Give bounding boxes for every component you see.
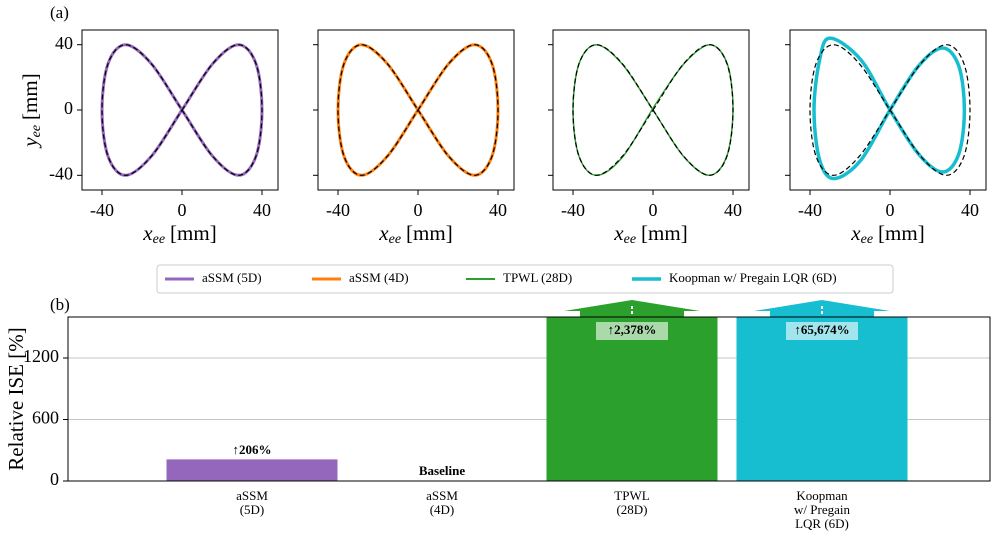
x-tick-label: TPWL (28D) <box>614 488 649 517</box>
x-tick-label: 40 <box>489 200 507 220</box>
x-tick-line: aSSM <box>236 488 268 503</box>
y-tick-label: -40 <box>49 163 73 183</box>
x-tick-label: 40 <box>961 200 979 220</box>
axis-symbol: x <box>378 221 389 245</box>
x-tick-label: 40 <box>724 200 742 220</box>
y-tick-label: 600 <box>32 408 59 428</box>
x-tick-line: (28D) <box>616 502 647 517</box>
x-tick-label: aSSM (5D) <box>236 488 268 517</box>
axis-unit: [mm] <box>641 221 688 245</box>
legend-label: Koopman w/ Pregain LQR (6D) <box>669 270 837 285</box>
axis-label: xee [mm] <box>850 221 924 247</box>
axis-subscript: ee <box>29 125 44 137</box>
x-tick-label: 0 <box>178 200 187 220</box>
x-tick-label: aSSM (4D) <box>426 488 458 517</box>
value-label-bg <box>596 322 668 340</box>
x-tick-line: (5D) <box>240 502 265 517</box>
y-tick-label: 0 <box>64 98 73 118</box>
panel-label: (b) <box>50 295 70 314</box>
axis-unit: [mm] <box>406 221 453 245</box>
axis-subscript: ee <box>624 232 636 247</box>
axis-subscript: ee <box>861 232 873 247</box>
value-label: Baseline <box>419 463 465 478</box>
y-tick-label: 0 <box>50 469 59 489</box>
axis-label: xee [mm] <box>613 221 687 247</box>
x-tick-label: 0 <box>649 200 658 220</box>
reference-trajectory <box>337 44 499 176</box>
x-tick-label: Koopman w/ Pregain LQR (6D) <box>794 488 850 531</box>
axis-unit: [mm] <box>170 221 217 245</box>
axis-subscript: ee <box>389 232 401 247</box>
y-axis-label: Relative ISE [%] <box>4 327 28 470</box>
y-tick-label: 1200 <box>23 346 59 366</box>
bar <box>166 459 338 481</box>
x-tick-line: (4D) <box>430 502 455 517</box>
x-tick-label: 0 <box>886 200 895 220</box>
legend-label: TPWL (28D) <box>503 270 572 285</box>
x-tick-line: LQR (6D) <box>795 516 849 531</box>
legend-label: aSSM (4D) <box>349 270 409 285</box>
x-tick-line: TPWL <box>614 488 649 503</box>
axes-frame <box>317 29 515 191</box>
axis-unit: [mm] <box>878 221 925 245</box>
x-tick-label: 40 <box>253 200 271 220</box>
axes-frame <box>552 29 750 191</box>
value-label: ↑65,674% <box>794 322 849 337</box>
trajectory <box>812 36 967 181</box>
panel-label: (a) <box>50 3 69 22</box>
x-tick-line: w/ Pregain <box>794 502 850 517</box>
axes-frame <box>81 29 279 191</box>
axes-frame <box>789 29 987 191</box>
axis-symbol: x <box>613 221 624 245</box>
bars <box>166 317 908 481</box>
axis-symbol: y <box>18 137 42 149</box>
axis-symbol: x <box>142 221 153 245</box>
reference-trajectory <box>101 44 263 176</box>
legend-box <box>156 264 894 294</box>
axis-subscript: ee <box>153 232 165 247</box>
y-tick-label: 40 <box>55 33 73 53</box>
x-tick-label: -40 <box>798 200 822 220</box>
axis-label: yee [mm] <box>18 73 44 148</box>
axis-label: xee [mm] <box>378 221 452 247</box>
bar <box>546 317 718 481</box>
bar <box>736 317 908 481</box>
reference-trajectory <box>809 44 971 176</box>
value-label: ↑2,378% <box>608 322 657 337</box>
x-tick-label: -40 <box>326 200 350 220</box>
axis-label: xee [mm] <box>142 221 216 247</box>
x-tick-label: -40 <box>561 200 585 220</box>
x-tick-label: 0 <box>414 200 423 220</box>
axis-symbol: x <box>850 221 861 245</box>
x-tick-line: aSSM <box>426 488 458 503</box>
x-tick-label: -40 <box>90 200 114 220</box>
legend-label: aSSM (5D) <box>202 270 262 285</box>
x-tick-line: Koopman <box>796 488 848 503</box>
axis-unit: [mm] <box>18 73 42 120</box>
axes-frame <box>67 316 991 482</box>
reference-trajectory <box>572 44 734 176</box>
value-label: ↑206% <box>233 442 272 457</box>
value-label-bg <box>786 322 858 340</box>
